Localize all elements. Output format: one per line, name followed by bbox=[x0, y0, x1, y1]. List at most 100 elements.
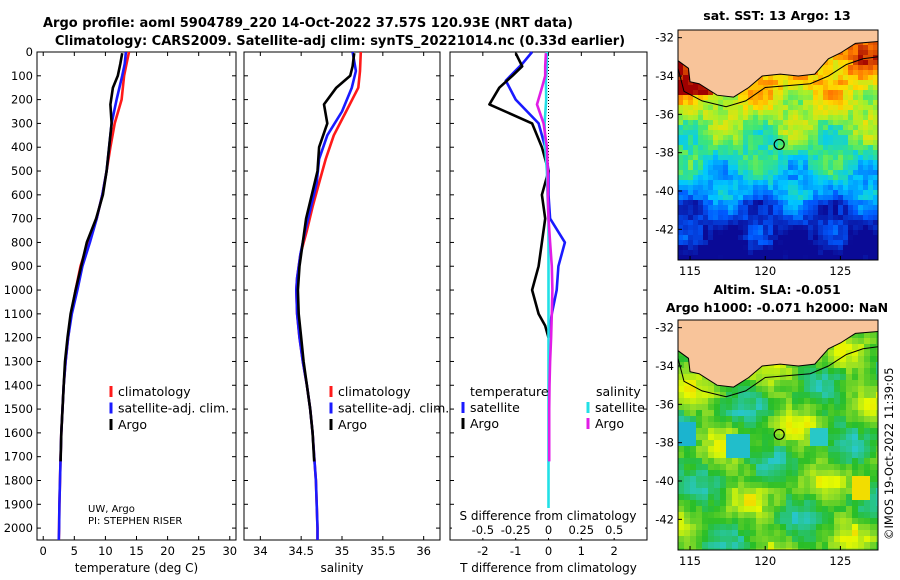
m-sst-cell bbox=[853, 65, 859, 71]
m-sst-cell bbox=[863, 140, 869, 146]
m-sla-cell bbox=[720, 506, 727, 513]
m-sst-cell bbox=[738, 250, 744, 256]
m-sst-cell bbox=[708, 120, 714, 126]
m-sla-cell bbox=[840, 446, 847, 453]
m-sst-cell bbox=[683, 145, 689, 151]
m-sst-cell bbox=[728, 235, 734, 241]
credit-line1: UW, Argo bbox=[88, 504, 135, 515]
m-sst-cell bbox=[848, 235, 854, 241]
m-sla-cell bbox=[804, 422, 811, 429]
m-sla-cell bbox=[750, 440, 757, 447]
m-sla-cell bbox=[744, 452, 751, 459]
m-sst-cell bbox=[803, 255, 809, 260]
m-sst-cell bbox=[768, 210, 774, 216]
m-sla-cell bbox=[786, 530, 793, 537]
m-sst-cell bbox=[723, 245, 729, 251]
m-sla-cell bbox=[768, 440, 775, 447]
m-sst-cell bbox=[783, 150, 789, 156]
m-sla-cell bbox=[828, 524, 835, 531]
m-sst-cell bbox=[833, 245, 839, 251]
m-sst-cell bbox=[823, 135, 829, 141]
m-sst-cell bbox=[788, 120, 794, 126]
m-sla-cell bbox=[744, 458, 751, 465]
m-sst-x-tick-label: 120 bbox=[754, 264, 776, 278]
m-sla-cell bbox=[750, 386, 757, 393]
m-sla-cell bbox=[864, 386, 871, 393]
m-sst-cell bbox=[798, 210, 804, 216]
m-sla-cell bbox=[792, 524, 799, 531]
m-sst-cell bbox=[788, 75, 794, 81]
m-sla-cell bbox=[750, 476, 757, 483]
m-sst-cell bbox=[858, 230, 864, 236]
m-sst-cell bbox=[863, 200, 869, 206]
m-sla-cell bbox=[696, 452, 703, 459]
m-sst-cell bbox=[723, 110, 729, 116]
m-sla-cell bbox=[852, 488, 859, 495]
m-sst-cell bbox=[688, 225, 694, 231]
m-sst-cell bbox=[788, 175, 794, 181]
m-sst-cell bbox=[748, 150, 754, 156]
m-sla-cell bbox=[822, 548, 829, 550]
m-sla-cell bbox=[864, 464, 871, 471]
m-sla-cell bbox=[780, 500, 787, 507]
m-sst-cell bbox=[843, 245, 849, 251]
m-sla-cell bbox=[684, 416, 691, 423]
m-sla-cell bbox=[768, 386, 775, 393]
m-sst-cell bbox=[768, 170, 774, 176]
m-sst-cell bbox=[813, 220, 819, 226]
m-sst-cell bbox=[738, 215, 744, 221]
m-sst-cell bbox=[783, 160, 789, 166]
m-sla-cell bbox=[786, 458, 793, 465]
m-sla-cell bbox=[828, 410, 835, 417]
m-sst-cell bbox=[873, 205, 878, 211]
m-sla-cell bbox=[774, 470, 781, 477]
y-tick-label: 100 bbox=[11, 69, 33, 83]
m-sla-cell bbox=[714, 392, 721, 399]
m-sst-cell bbox=[733, 155, 739, 161]
m-sst-cell bbox=[798, 120, 804, 126]
m-sst-cell bbox=[828, 60, 834, 66]
m-sla-cell bbox=[702, 488, 709, 495]
m-sst-cell bbox=[678, 85, 684, 91]
m-sst-cell bbox=[853, 140, 859, 146]
m-sst-cell bbox=[838, 130, 844, 136]
m-sla-cell bbox=[876, 380, 878, 387]
m-sst-cell bbox=[863, 170, 869, 176]
m-sla-cell bbox=[846, 434, 853, 441]
m-sst-cell bbox=[813, 145, 819, 151]
m-sst-cell bbox=[833, 65, 839, 71]
m-sla-cell bbox=[792, 518, 799, 525]
y-tick-label: 800 bbox=[11, 235, 33, 249]
m-sst-cell bbox=[873, 135, 878, 141]
m-sst-cell bbox=[828, 70, 834, 76]
m-sst-cell bbox=[828, 255, 834, 260]
m-sla-cell bbox=[762, 392, 769, 399]
m-sst-cell bbox=[678, 215, 684, 221]
m-sst-cell bbox=[693, 195, 699, 201]
m-sla-cell bbox=[846, 386, 853, 393]
m-sla-cell bbox=[834, 428, 841, 435]
m-sst-cell bbox=[783, 120, 789, 126]
m-sla-cell bbox=[834, 494, 841, 501]
m-sla-cell bbox=[822, 404, 829, 411]
difference-x-tick-label: -1 bbox=[510, 544, 521, 558]
m-sst-cell bbox=[818, 180, 824, 186]
m-sst-cell bbox=[833, 80, 839, 86]
m-sst-cell bbox=[818, 190, 824, 196]
m-sla-cell bbox=[690, 500, 697, 507]
m-sla-cell bbox=[804, 464, 811, 471]
m-sst-cell bbox=[693, 255, 699, 260]
m-sla-cell bbox=[762, 506, 769, 513]
m-sst-cell bbox=[683, 175, 689, 181]
m-sla-cell bbox=[762, 470, 769, 477]
m-sla-cell bbox=[810, 452, 817, 459]
m-sla-cell bbox=[864, 410, 871, 417]
m-sla-cell bbox=[876, 536, 878, 543]
m-sst-cell bbox=[873, 185, 878, 191]
m-sla-cell bbox=[810, 428, 817, 435]
m-sst-cell bbox=[873, 155, 878, 161]
m-sst-cell bbox=[743, 250, 749, 256]
m-sla-cell bbox=[876, 392, 878, 399]
s-tick-label: 0.5 bbox=[605, 523, 623, 537]
m-sst-cell bbox=[873, 90, 878, 96]
